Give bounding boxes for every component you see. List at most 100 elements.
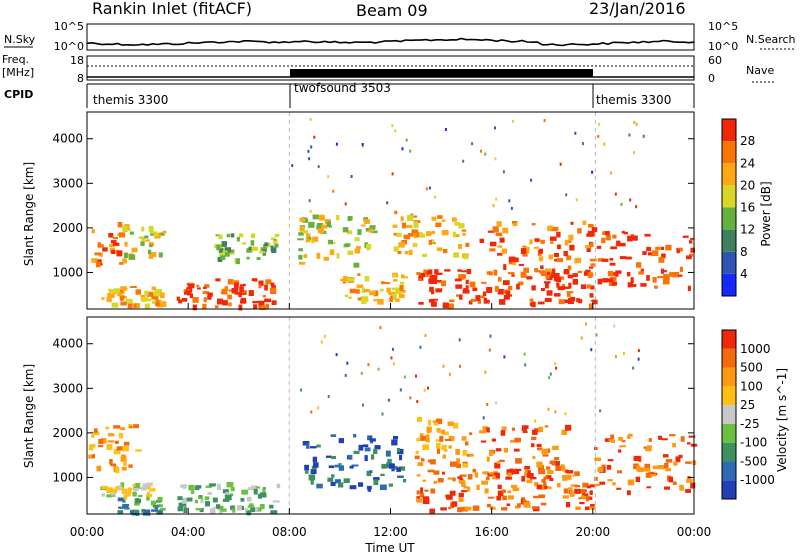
power-cell <box>218 234 223 240</box>
power-cell <box>563 269 568 273</box>
velocity-echo-cells <box>88 317 698 516</box>
power-speckle <box>609 171 612 175</box>
velocity-speckle <box>564 412 567 416</box>
colorbar-swatch <box>722 251 736 274</box>
power-cell <box>336 215 340 221</box>
velocity-cell <box>465 441 469 446</box>
power-cell <box>361 287 365 293</box>
colorbar-swatch <box>722 442 736 462</box>
velocity-cell <box>398 466 406 471</box>
power-speckle <box>635 205 638 209</box>
velocity-cell <box>130 509 134 514</box>
power-cell <box>395 287 403 292</box>
velocity-cell <box>673 461 678 466</box>
power-cell <box>475 295 481 301</box>
power-cell <box>203 297 207 303</box>
power-cell <box>630 277 634 283</box>
velocity-panel: 1000 2000 3000 4000 Slant Range [km] 1000 50… <box>22 316 789 516</box>
power-cell <box>117 222 123 228</box>
velocity-cell <box>259 492 267 498</box>
velocity-speckle <box>548 376 551 380</box>
velocity-cell <box>120 482 125 488</box>
power-cell <box>615 270 622 274</box>
power-cell <box>517 281 524 286</box>
x-axis-label: Time UT <box>364 541 415 554</box>
velocity-cell <box>373 448 378 454</box>
velocity-cell <box>437 478 444 483</box>
power-cell <box>461 274 466 279</box>
velocity-cell <box>157 496 163 502</box>
power-cell <box>586 233 593 237</box>
velocity-cell <box>495 448 502 452</box>
velocity-cell <box>580 489 586 494</box>
power-ylabel: Slant Range [km] <box>22 162 36 266</box>
power-cell <box>578 299 583 304</box>
power-cell <box>133 303 140 309</box>
power-cell <box>487 230 495 233</box>
power-cell <box>566 255 572 261</box>
xtick-label: 12:00 <box>373 525 408 539</box>
power-cell <box>227 294 232 300</box>
velocity-cell <box>584 506 590 510</box>
colorbar-tick-label: 500 <box>740 361 763 375</box>
power-cell <box>660 268 664 274</box>
power-cell <box>661 253 666 259</box>
power-cell <box>401 222 406 229</box>
velocity-cell <box>501 426 507 431</box>
velocity-cell <box>517 503 521 508</box>
velocity-cell <box>338 482 344 488</box>
power-cell <box>610 246 618 250</box>
velocity-speckle <box>399 388 402 392</box>
velocity-cell <box>529 477 537 480</box>
power-cell <box>121 287 128 291</box>
beam-label: Beam 09 <box>356 1 428 20</box>
power-cell <box>493 269 498 276</box>
velocity-cell <box>116 446 123 451</box>
freq-panel-frame <box>86 55 695 81</box>
noise-left-tick-bottom: 10^0 <box>54 40 84 53</box>
velocity-cell <box>230 487 235 492</box>
velocity-cell <box>133 484 138 490</box>
power-cell <box>323 256 329 261</box>
power-cell <box>665 244 672 251</box>
velocity-cell <box>123 506 129 509</box>
velocity-cell <box>417 462 424 466</box>
velocity-cell <box>416 490 420 495</box>
velocity-cell <box>574 488 581 494</box>
velocity-cell <box>441 471 445 475</box>
power-cell <box>146 291 154 297</box>
velocity-cell <box>446 494 453 500</box>
velocity-cell <box>536 484 542 490</box>
velocity-speckle <box>448 372 451 376</box>
power-cell <box>461 270 468 273</box>
velocity-cell <box>608 439 614 442</box>
velocity-cell <box>433 480 438 484</box>
velocity-cell <box>433 422 439 426</box>
power-cell <box>112 236 118 240</box>
power-cell <box>676 249 680 254</box>
power-cell <box>368 228 374 233</box>
velocity-cell <box>449 490 456 496</box>
power-cell <box>231 287 239 294</box>
velocity-cell <box>113 449 121 455</box>
power-cell <box>624 231 628 235</box>
power-cell <box>503 294 510 300</box>
velocity-cell <box>328 465 335 469</box>
velocity-cell <box>617 470 622 474</box>
power-speckle <box>582 142 584 146</box>
power-cell <box>512 221 518 224</box>
power-cell <box>228 289 234 292</box>
ytick-label: 1000 <box>52 470 83 484</box>
power-yticks: 1000 2000 3000 4000 <box>52 132 694 279</box>
power-cell <box>150 233 154 236</box>
power-cell <box>644 233 651 237</box>
power-cell <box>207 292 213 297</box>
power-cell <box>125 298 133 304</box>
colorbar-tick-label: 8 <box>740 245 748 259</box>
velocity-cell <box>533 495 540 499</box>
velocity-cell <box>439 435 444 442</box>
velocity-cell <box>566 502 571 508</box>
velocity-cell <box>338 438 344 444</box>
velocity-cell <box>180 484 188 488</box>
power-cell <box>131 247 138 253</box>
